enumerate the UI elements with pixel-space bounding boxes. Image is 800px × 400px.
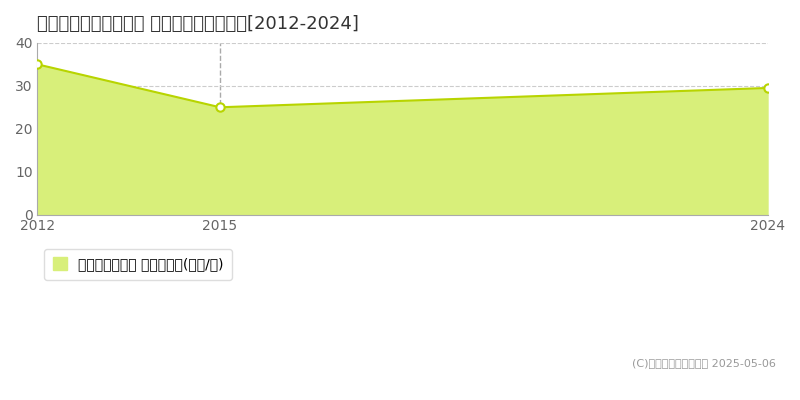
Text: 仙台市青葉区千代田町 マンション価格推移[2012-2024]: 仙台市青葉区千代田町 マンション価格推移[2012-2024] xyxy=(38,15,359,33)
Legend: マンション価格 平均坪単価(万円/坪): マンション価格 平均坪単価(万円/坪) xyxy=(45,249,231,280)
Text: (C)土地価格ドットコム 2025-05-06: (C)土地価格ドットコム 2025-05-06 xyxy=(632,358,776,368)
